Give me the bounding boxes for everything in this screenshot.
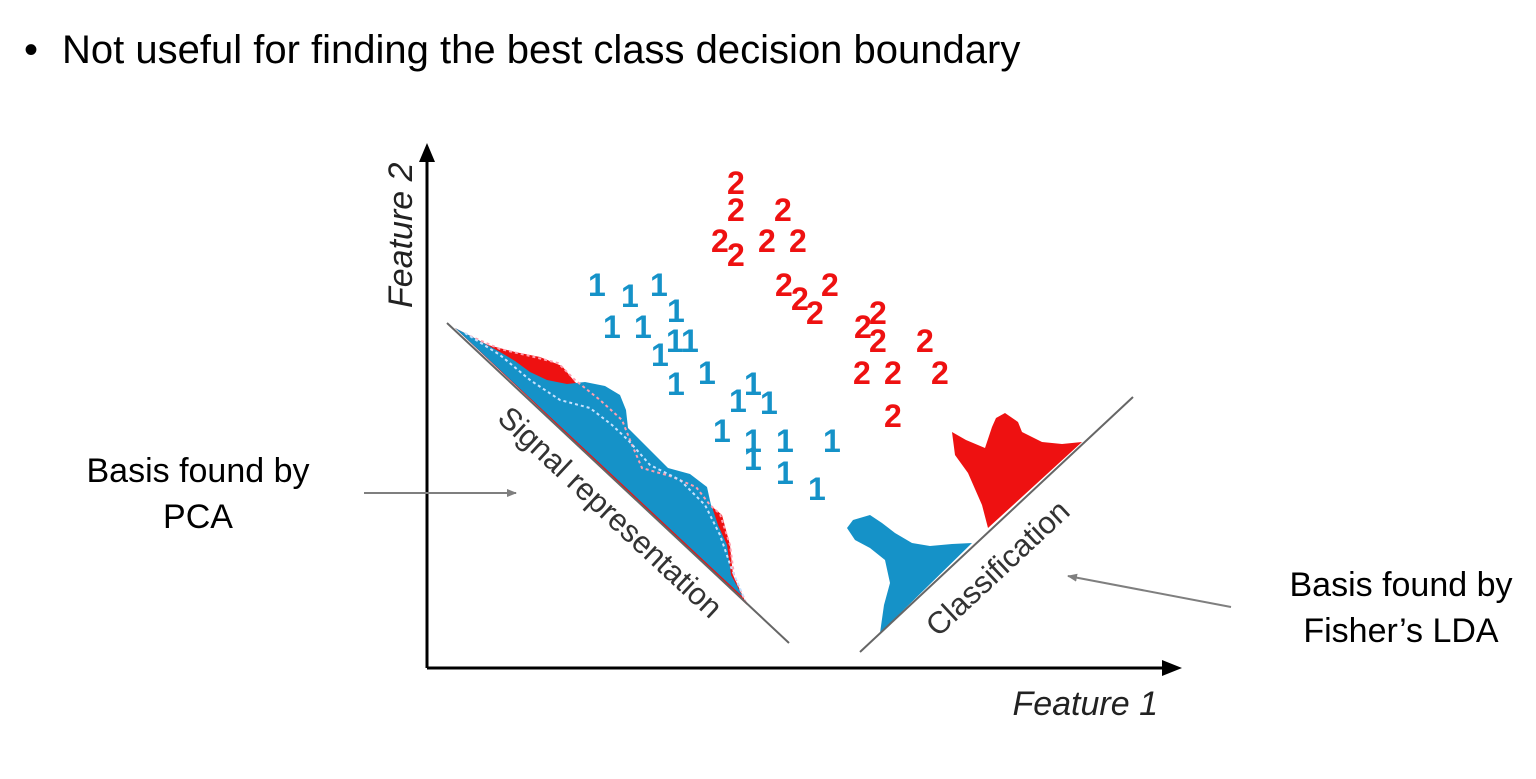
- class-1-point: 1: [729, 383, 747, 419]
- class-1-point: 1: [713, 413, 731, 449]
- bullet-text: Not useful for finding the best class de…: [62, 28, 1021, 72]
- class-1-point: 1: [808, 471, 826, 507]
- class-1-point: 1: [634, 309, 652, 345]
- class-2-points: 2 2 2 2 2 2 2 2 2 2 2 2 2 2 2 2 2 2 2: [711, 165, 949, 434]
- class-2-point: 2: [854, 309, 872, 345]
- pca-blue-density: [455, 328, 743, 597]
- pca-callout-label: Basis found by PCA: [60, 448, 336, 540]
- class-1-point: 1: [588, 267, 606, 303]
- class-2-point: 2: [727, 192, 745, 228]
- lda-basis-line: [859, 396, 1134, 653]
- lda-callout-line-2: Fisher’s LDA: [1303, 612, 1499, 650]
- class-1-point: 1: [651, 337, 669, 373]
- class-2-point: 2: [775, 267, 793, 303]
- bullet-point: • Not useful for finding the best class d…: [24, 18, 1020, 82]
- class-1-point: 1: [667, 366, 685, 402]
- class-1-point: 1: [681, 323, 699, 359]
- lda-callout-arrow: [1067, 573, 1232, 608]
- class-2-point: 2: [789, 223, 807, 259]
- pca-class1-outline: [464, 332, 746, 601]
- lda-projection-distribution: [847, 413, 1082, 633]
- lda-blue-density: [847, 515, 972, 633]
- y-axis-arrowhead: [419, 143, 435, 162]
- x-axis-label: Feature 1: [1012, 685, 1158, 723]
- class-2-point: 2: [931, 355, 949, 391]
- class-1-point: 1: [698, 355, 716, 391]
- class-2-point: 2: [916, 323, 934, 359]
- class-2-point: 2: [758, 223, 776, 259]
- class-1-point: 1: [776, 455, 794, 491]
- pca-class2-outline: [469, 335, 747, 604]
- class-2-point: 2: [774, 192, 792, 228]
- class-2-point: 2: [806, 295, 824, 331]
- class-2-point: 2: [884, 398, 902, 434]
- lda-red-density: [952, 413, 1082, 528]
- x-axis-arrowhead: [1162, 660, 1182, 676]
- class-2-point: 2: [791, 281, 809, 317]
- class-1-point: 1: [776, 423, 794, 459]
- class-1-point: 1: [621, 278, 639, 314]
- class-2-point: 2: [727, 237, 745, 273]
- bullet-symbol: •: [24, 28, 39, 72]
- class-1-point: 1: [650, 267, 668, 303]
- class-1-point: 1: [744, 423, 762, 459]
- pca-callout-line-1: Basis found by: [86, 452, 310, 490]
- class-1-point: 1: [666, 323, 684, 359]
- class-2-point: 2: [869, 295, 887, 331]
- class-2-point: 2: [727, 165, 745, 201]
- class-1-point: 1: [760, 385, 778, 421]
- class-1-point: 1: [744, 366, 762, 402]
- class-2-point: 2: [884, 355, 902, 391]
- lda-callout-line-1: Basis found by: [1289, 566, 1513, 604]
- lda-callout-label: Basis found by Fisher’s LDA: [1270, 562, 1532, 654]
- class-2-point: 2: [853, 355, 871, 391]
- class-1-point: 1: [744, 441, 762, 477]
- pca-callout-line-2: PCA: [163, 498, 233, 536]
- y-axis-label: Feature 2: [382, 162, 420, 308]
- class-1-points: 1 1 1 1 1 1 1 1 1 1 1 1 1 1 1 1 1 1 1 1 …: [588, 267, 841, 507]
- class-1-point: 1: [603, 309, 621, 345]
- class-1-point: 1: [667, 293, 685, 329]
- class-2-point: 2: [869, 323, 887, 359]
- pca-basis-line: [446, 322, 790, 644]
- class-1-point: 1: [823, 423, 841, 459]
- class-2-point: 2: [821, 267, 839, 303]
- class-2-point: 2: [711, 223, 729, 259]
